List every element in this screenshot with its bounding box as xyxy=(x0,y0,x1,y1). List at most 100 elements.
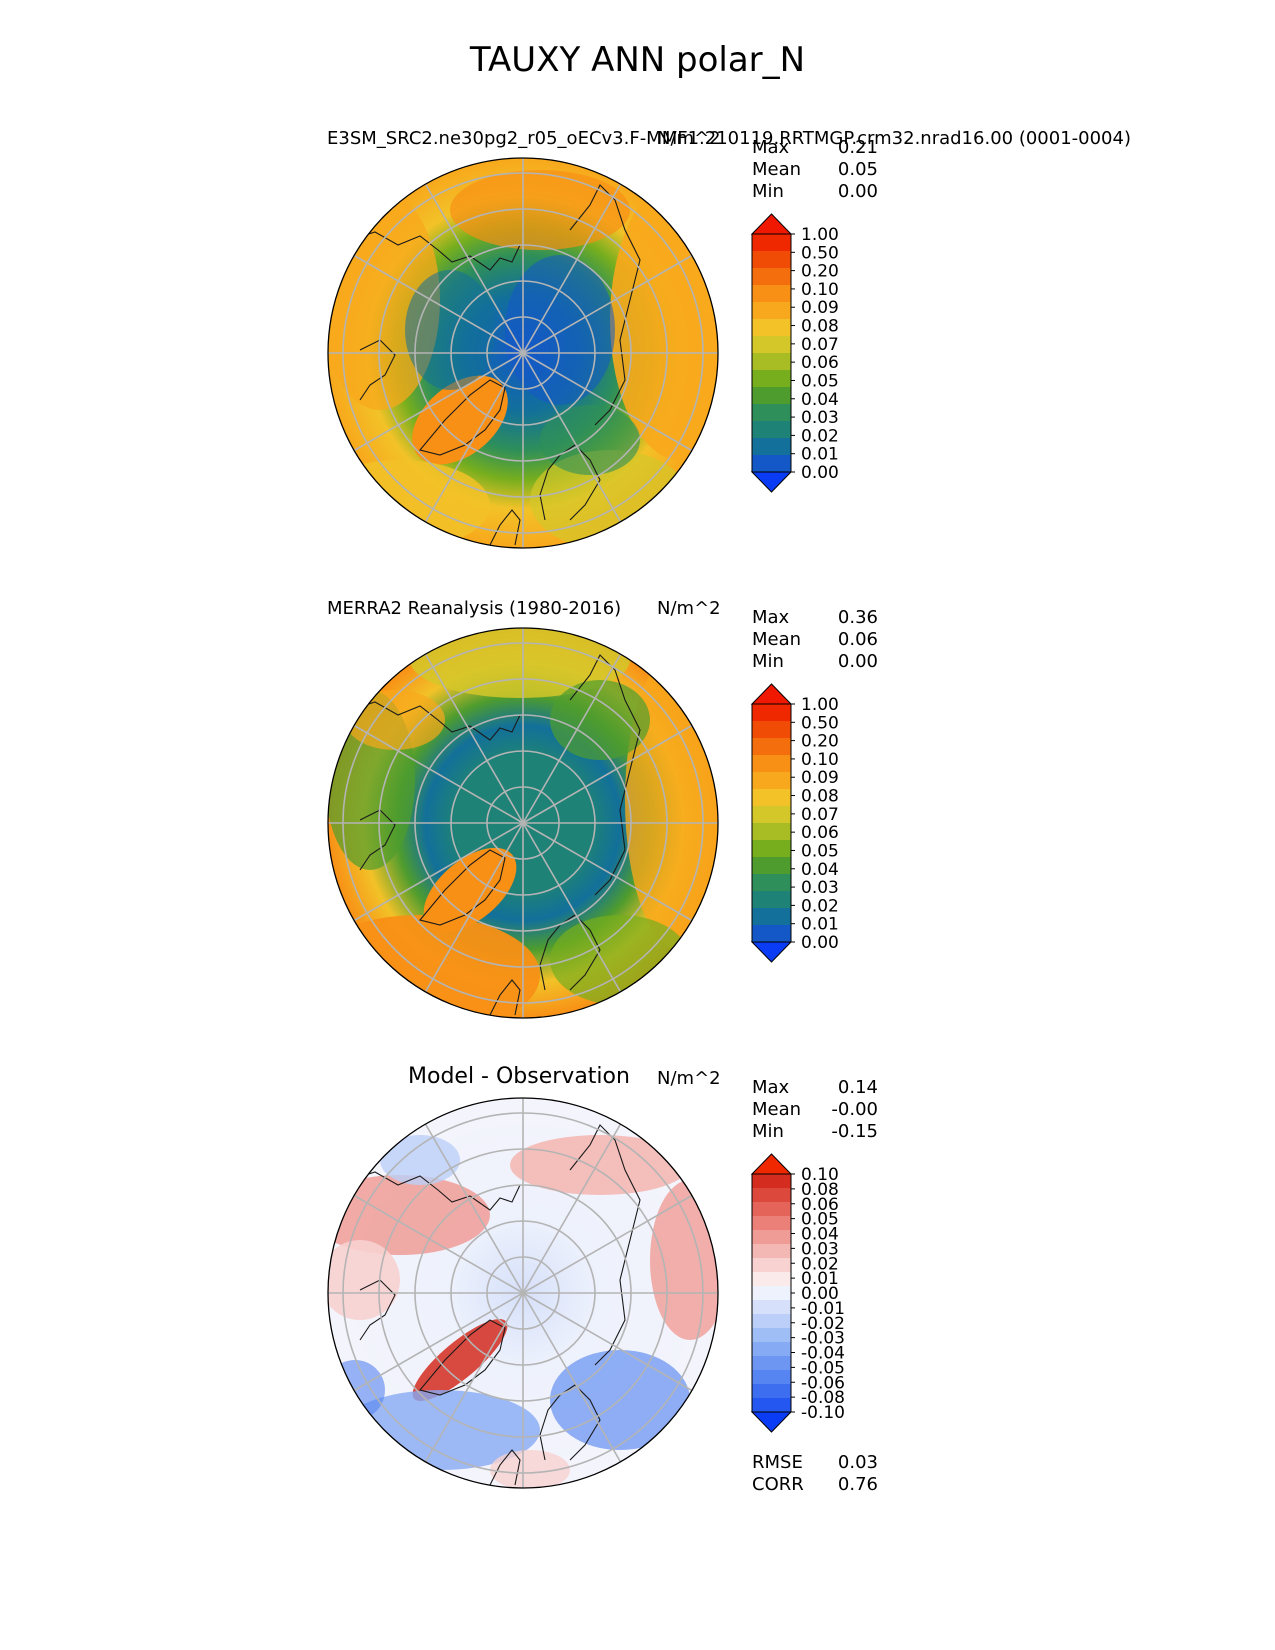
colorbar-bin xyxy=(752,1174,791,1189)
longitude-line xyxy=(522,1292,693,1392)
colorbar-bin xyxy=(752,302,791,320)
panel-model-stats: Max 0.21 Mean 0.05 Min 0.00 xyxy=(752,137,878,203)
colorbar-bin xyxy=(752,908,791,926)
longitude-line xyxy=(522,1292,622,1463)
colorbar-tick-label: 0.08 xyxy=(801,317,839,337)
colorbar-tick-label: 0.01 xyxy=(801,915,839,935)
colorbar-tick-label: 0.01 xyxy=(801,1269,839,1289)
longitude-line xyxy=(353,1194,524,1294)
colorbar-bin xyxy=(752,823,791,841)
colorbar-tick-label: 0.04 xyxy=(801,390,839,410)
colorbar-tick-label: -0.05 xyxy=(801,1358,845,1378)
colorbar-bin xyxy=(752,285,791,303)
colorbar-bin xyxy=(752,1286,791,1301)
stat-value: 0.06 xyxy=(837,629,878,650)
colorbar-bin xyxy=(752,925,791,943)
colorbar-bin xyxy=(752,404,791,422)
colorbar-tick-label: 0.00 xyxy=(801,933,839,953)
colorbar-obs: 1.000.500.200.100.090.080.070.060.050.04… xyxy=(750,683,839,963)
colorbar-extend-min xyxy=(750,941,793,963)
stat-label: Max xyxy=(752,1077,790,1098)
longitude-line xyxy=(522,822,622,993)
colorbar-tick-label: 0.50 xyxy=(801,243,839,263)
colorbar-bin xyxy=(752,772,791,790)
map-model xyxy=(328,158,718,548)
colorbar-bin xyxy=(752,1398,791,1413)
longitude-line xyxy=(522,1123,622,1294)
colorbar-bin xyxy=(752,857,791,875)
colorbar-tick-label: 0.07 xyxy=(801,335,839,355)
stat-label: Mean xyxy=(752,1099,802,1120)
longitude-line xyxy=(522,352,693,452)
stat-value: 0.00 xyxy=(837,651,878,672)
colorbar-bin xyxy=(752,1384,791,1399)
longitude-line xyxy=(522,254,693,354)
stat-value: 0.21 xyxy=(837,137,878,158)
stat-label: Mean xyxy=(752,159,802,180)
panel-diff-stats: Max 0.14 Mean -0.00 Min -0.15 xyxy=(752,1077,878,1143)
panel-obs-units: N/m^2 xyxy=(657,598,721,619)
panel-model-title: E3SM_SRC2.ne30pg2_r05_oECv3.F-MMF1.21011… xyxy=(327,128,1131,149)
colorbar-extend-max xyxy=(750,1153,793,1175)
colorbar-model: 1.000.500.200.100.090.080.070.060.050.04… xyxy=(750,213,839,493)
longitude-line xyxy=(424,653,524,824)
colorbar-bin xyxy=(752,755,791,773)
panel-diff-units: N/m^2 xyxy=(657,1068,721,1089)
colorbar-tick-label: 0.02 xyxy=(801,1254,839,1274)
colorbar-tick-label: 0.05 xyxy=(801,1210,839,1230)
colorbar-tick-label: 0.02 xyxy=(801,896,839,916)
map-boundary xyxy=(327,1097,719,1489)
colorbar-bin xyxy=(752,251,791,269)
colorbar-bin xyxy=(752,438,791,456)
metric-value: 0.76 xyxy=(837,1474,878,1495)
longitude-line xyxy=(353,822,524,922)
colorbar-tick-label: 0.09 xyxy=(801,768,839,788)
colorbar-tick-label: 0.04 xyxy=(801,1225,839,1245)
colorbar-tick-label: 0.00 xyxy=(801,1284,839,1304)
stat-value: 0.36 xyxy=(837,607,878,628)
colorbar-tick-label: 0.02 xyxy=(801,426,839,446)
colorbar-bin xyxy=(752,455,791,473)
colorbar-diff: 0.100.080.060.050.040.030.020.010.00-0.0… xyxy=(750,1153,845,1433)
coastlines-obs xyxy=(349,654,641,1016)
graticule-model xyxy=(328,158,718,548)
colorbar-extend-max xyxy=(750,683,793,705)
longitude-line xyxy=(522,724,693,824)
longitude-line xyxy=(522,822,693,922)
stat-label: Mean xyxy=(752,629,802,650)
colorbar-bin xyxy=(752,1272,791,1287)
colorbar-tick-label: 0.06 xyxy=(801,353,839,373)
colorbar-tick-label: 0.10 xyxy=(801,750,839,770)
longitude-line xyxy=(424,1123,524,1294)
graticule-obs xyxy=(328,628,718,1018)
colorbar-tick-label: 1.00 xyxy=(801,695,839,715)
longitude-line xyxy=(353,352,524,452)
colorbar-bin xyxy=(752,1202,791,1217)
colorbar-tick-label: 0.03 xyxy=(801,878,839,898)
longitude-line xyxy=(353,254,524,354)
colorbar-tick-label: 0.05 xyxy=(801,841,839,861)
colorbar-extend-max xyxy=(750,213,793,235)
colorbar-bin xyxy=(752,704,791,722)
longitude-line xyxy=(522,183,622,354)
colorbar-tick-label: 0.10 xyxy=(801,1165,839,1185)
colorbar-tick-label: 0.01 xyxy=(801,445,839,465)
longitude-line xyxy=(353,724,524,824)
colorbar-bin xyxy=(752,268,791,286)
colorbar-bin xyxy=(752,789,791,807)
longitude-line xyxy=(353,1292,524,1392)
colorbar-tick-label: 0.08 xyxy=(801,787,839,807)
stat-value: 0.14 xyxy=(837,1077,878,1098)
colorbar-bin xyxy=(752,370,791,388)
panel-diff-metrics: RMSE 0.03 CORR 0.76 xyxy=(752,1452,878,1496)
colorbar-tick-label: 0.10 xyxy=(801,280,839,300)
colorbar-bin xyxy=(752,891,791,909)
longitude-line xyxy=(424,822,524,993)
colorbar-bin xyxy=(752,806,791,824)
colorbar-bin xyxy=(752,1314,791,1329)
panel-obs-title: MERRA2 Reanalysis (1980-2016) xyxy=(327,598,622,619)
colorbar-tick-label: 0.06 xyxy=(801,823,839,843)
colorbar-tick-label: -0.01 xyxy=(801,1299,845,1319)
colorbar-bin xyxy=(752,1216,791,1231)
colorbar-bin xyxy=(752,319,791,337)
